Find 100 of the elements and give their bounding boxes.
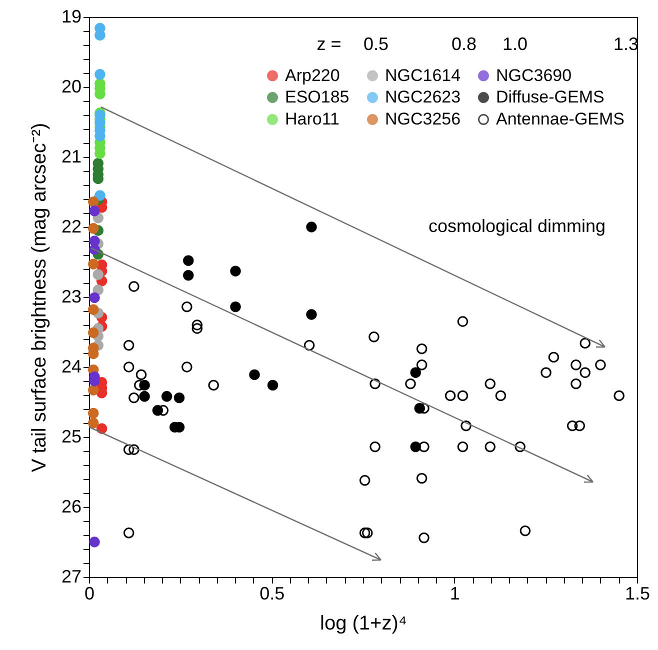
point — [89, 236, 100, 246]
y-tick-label: 27 — [61, 566, 82, 586]
point — [484, 441, 496, 452]
point — [208, 380, 219, 391]
point — [88, 408, 99, 419]
y-tick-label: 21 — [61, 146, 82, 166]
point — [444, 390, 456, 402]
point — [370, 378, 380, 390]
annotation: 0.5 — [363, 34, 389, 54]
point — [566, 420, 578, 432]
point — [416, 472, 428, 484]
point — [359, 475, 370, 486]
point — [89, 206, 100, 216]
point — [94, 69, 106, 80]
point — [304, 340, 315, 351]
annotation: 0.8 — [451, 34, 477, 54]
point — [574, 420, 586, 432]
point — [128, 444, 140, 455]
point — [580, 367, 590, 378]
point — [570, 360, 582, 370]
point — [457, 390, 468, 402]
point — [183, 255, 194, 266]
point — [230, 301, 241, 312]
point — [89, 292, 100, 304]
point — [192, 320, 202, 330]
legend-label: NGC2623 — [385, 88, 461, 106]
annotation: z = — [316, 34, 342, 54]
point — [192, 323, 202, 334]
point — [457, 441, 468, 452]
point — [416, 343, 428, 354]
point — [460, 420, 472, 432]
point — [249, 369, 260, 380]
point — [128, 281, 140, 292]
point — [92, 284, 104, 296]
point — [123, 444, 134, 455]
y-tick-label: 26 — [61, 496, 82, 516]
x-axis-title: log (1+z)⁴ — [320, 612, 407, 634]
legend-label: NGC3690 — [496, 66, 572, 85]
point — [495, 390, 506, 402]
point — [88, 418, 99, 428]
point — [368, 332, 380, 342]
point — [614, 390, 624, 402]
point — [418, 532, 430, 544]
point — [580, 338, 590, 349]
point — [520, 525, 531, 536]
point — [595, 360, 606, 370]
point — [88, 258, 99, 270]
point — [94, 190, 106, 201]
y-tick-label: 24 — [61, 356, 82, 376]
point — [359, 528, 370, 538]
annotation: cosmological dimming — [428, 216, 606, 236]
legend-label: Antennae-GEMS — [496, 110, 625, 128]
legend-label: NGC1614 — [385, 66, 461, 85]
legend-label: NGC3256 — [385, 110, 461, 128]
point — [128, 392, 140, 404]
point — [123, 528, 134, 538]
point — [418, 441, 430, 452]
legend-label: ESO185 — [285, 88, 350, 106]
y-axis-title: V tail surface brightness (mag arcsec⁻²) — [28, 122, 50, 472]
legend-label: Arp220 — [285, 66, 340, 85]
point — [484, 378, 496, 390]
point — [362, 528, 373, 538]
y-tick-label: 22 — [61, 216, 82, 236]
y-tick-label: 25 — [61, 426, 82, 446]
point — [174, 392, 185, 404]
point — [88, 304, 99, 315]
x-tick-label: 1.5 — [624, 584, 650, 604]
point — [514, 441, 526, 452]
point — [548, 352, 560, 363]
y-tick-label: 23 — [61, 286, 82, 306]
point — [370, 441, 380, 452]
point — [92, 269, 104, 280]
legend-label: Haro11 — [285, 110, 340, 128]
x-tick-label: 0.5 — [260, 584, 285, 604]
annotation: 1.0 — [502, 34, 528, 54]
point — [183, 270, 194, 281]
point — [136, 369, 147, 380]
point — [88, 327, 99, 338]
x-tick-label: 1 — [450, 584, 460, 604]
point — [540, 367, 552, 378]
point — [139, 391, 150, 402]
point — [410, 367, 421, 378]
y-tick-label: 20 — [61, 76, 82, 96]
point — [267, 380, 278, 391]
point — [88, 223, 99, 234]
point — [123, 340, 134, 351]
point — [570, 378, 582, 390]
legend-label: Diffuse-GEMS — [496, 88, 604, 106]
x-tick-label: 0 — [84, 584, 95, 604]
point — [88, 384, 99, 396]
point — [457, 316, 468, 327]
point — [182, 301, 192, 312]
annotation: 1.3 — [613, 34, 639, 54]
point — [306, 309, 317, 320]
y-tick-label: 19 — [61, 6, 82, 26]
point — [410, 441, 421, 452]
point — [123, 362, 134, 372]
point — [230, 266, 241, 276]
point — [306, 222, 317, 232]
point — [416, 360, 428, 370]
